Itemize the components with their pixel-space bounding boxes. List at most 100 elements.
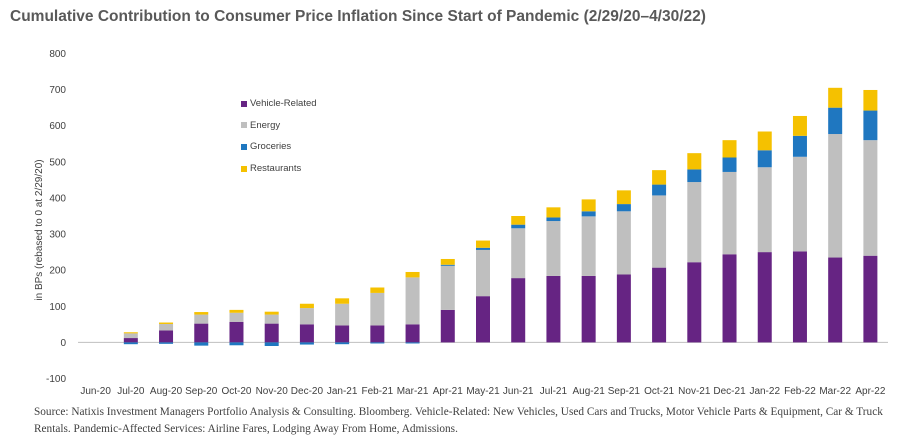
bar-segment-energy bbox=[581, 216, 596, 276]
chart-title: Cumulative Contribution to Consumer Pric… bbox=[10, 8, 706, 25]
bar-segment-groceries bbox=[123, 342, 138, 345]
bar-segment-vehicle-related bbox=[722, 254, 737, 343]
bar-segment-groceries bbox=[264, 342, 279, 346]
y-tick-label: 300 bbox=[49, 230, 66, 241]
bar-segment-vehicle-related bbox=[581, 275, 596, 343]
y-tick-label: -100 bbox=[46, 374, 66, 385]
bar-segment-energy bbox=[546, 221, 561, 276]
x-tick-label: Feb-21 bbox=[362, 386, 394, 397]
bar-segment-groceries bbox=[194, 342, 209, 346]
bar-segment-energy bbox=[476, 249, 490, 297]
bar-segment-energy bbox=[194, 314, 209, 324]
bar-segment-energy bbox=[828, 134, 843, 258]
bar-segment-energy bbox=[722, 171, 737, 255]
bar-segment-restaurants bbox=[264, 311, 279, 315]
legend-swatch bbox=[241, 143, 247, 150]
bar-segment-vehicle-related bbox=[159, 330, 174, 343]
chart-legend: Vehicle-Related Energy Groceries Restaurant… bbox=[241, 93, 317, 179]
legend-swatch bbox=[241, 100, 247, 107]
legend-item: Groceries bbox=[241, 136, 317, 158]
x-tick-label: Dec-20 bbox=[291, 386, 324, 397]
bar-segment-vehicle-related bbox=[828, 257, 843, 343]
bar-segment-restaurants bbox=[476, 240, 490, 248]
bar-segment-energy bbox=[757, 167, 772, 253]
bar-segment-vehicle-related bbox=[757, 252, 772, 343]
bar-segment-energy bbox=[159, 323, 174, 331]
x-tick-label: Sep-21 bbox=[608, 386, 641, 397]
legend-item: Restaurants bbox=[241, 158, 317, 180]
bar-segment-vehicle-related bbox=[194, 323, 209, 343]
y-tick-label: 100 bbox=[49, 302, 66, 313]
legend-item: Vehicle-Related bbox=[241, 93, 317, 115]
y-tick-label: 400 bbox=[49, 193, 66, 204]
bar-segment-restaurants bbox=[159, 322, 174, 324]
bar-segment-groceries bbox=[511, 224, 526, 229]
legend-swatch bbox=[241, 165, 247, 172]
y-tick-label: 200 bbox=[49, 266, 66, 277]
bar-series-group bbox=[78, 87, 888, 346]
bar-segment-restaurants bbox=[687, 153, 702, 170]
bar-segment-energy bbox=[652, 195, 667, 268]
bar-segment-restaurants bbox=[722, 140, 737, 158]
x-tick-label: Aug-20 bbox=[150, 386, 183, 397]
bar-segment-restaurants bbox=[581, 199, 596, 212]
bar-segment-energy bbox=[863, 140, 878, 256]
x-tick-label: May-21 bbox=[466, 386, 500, 397]
x-tick-label: Jan-21 bbox=[327, 386, 358, 397]
bar-segment-vehicle-related bbox=[652, 267, 667, 343]
x-axis: Jun-20 Jul-20 Aug-20 Sep-20 Oct-20 Nov-20 Dec-… bbox=[80, 386, 886, 397]
stacked-bar-chart: -100 0 100 200 300 400 500 600 700 800 Jun-20 Jul-… bbox=[34, 49, 888, 397]
bar-segment-energy bbox=[370, 292, 385, 326]
legend-label: Groceries bbox=[250, 141, 292, 153]
y-axis: -100 0 100 200 300 400 500 600 700 800 bbox=[46, 49, 66, 385]
bar-segment-restaurants bbox=[757, 131, 772, 151]
bar-segment-vehicle-related bbox=[299, 324, 314, 343]
bar-segment-vehicle-related bbox=[792, 251, 807, 343]
x-tick-label: Dec-21 bbox=[713, 386, 746, 397]
bar-segment-vehicle-related bbox=[405, 324, 420, 343]
x-tick-label: Nov-21 bbox=[678, 386, 711, 397]
bar-segment-groceries bbox=[792, 135, 807, 157]
bar-segment-groceries bbox=[581, 211, 596, 217]
bar-segment-groceries bbox=[159, 342, 174, 344]
bar-segment-vehicle-related bbox=[476, 296, 490, 343]
x-tick-label: Jun-20 bbox=[80, 386, 111, 397]
x-tick-label: Jul-21 bbox=[540, 386, 568, 397]
legend-swatch bbox=[241, 122, 247, 129]
x-tick-label: Oct-20 bbox=[221, 386, 251, 397]
legend-label: Energy bbox=[250, 119, 281, 131]
x-tick-label: Apr-21 bbox=[433, 386, 463, 397]
bar-segment-vehicle-related bbox=[123, 338, 138, 343]
bar-segment-groceries bbox=[828, 107, 843, 135]
bar-segment-restaurants bbox=[511, 216, 526, 225]
bar-segment-groceries bbox=[687, 169, 702, 183]
bar-segment-restaurants bbox=[863, 89, 878, 111]
bar-segment-groceries bbox=[546, 217, 561, 222]
bar-segment-restaurants bbox=[616, 190, 631, 205]
x-tick-label: Jun-21 bbox=[503, 386, 534, 397]
bar-segment-groceries bbox=[616, 204, 631, 212]
bar-segment-restaurants bbox=[123, 332, 138, 334]
bar-segment-restaurants bbox=[335, 298, 350, 304]
x-tick-label: Oct-21 bbox=[644, 386, 674, 397]
bar-segment-restaurants bbox=[652, 170, 667, 185]
x-tick-label: Mar-21 bbox=[397, 386, 429, 397]
bar-segment-energy bbox=[440, 265, 455, 310]
bar-segment-restaurants bbox=[828, 87, 843, 108]
y-tick-label: 800 bbox=[49, 49, 66, 60]
bar-segment-restaurants bbox=[299, 303, 314, 309]
bar-segment-restaurants bbox=[229, 309, 244, 313]
bar-segment-energy bbox=[616, 211, 631, 275]
y-tick-label: 0 bbox=[60, 338, 66, 349]
bar-segment-groceries bbox=[863, 110, 878, 141]
bar-segment-energy bbox=[335, 303, 350, 326]
bar-segment-groceries bbox=[299, 342, 314, 345]
bar-segment-vehicle-related bbox=[440, 309, 455, 343]
bar-segment-groceries bbox=[370, 342, 385, 344]
y-tick-label: 700 bbox=[49, 85, 66, 96]
bar-segment-groceries bbox=[229, 342, 244, 346]
bar-segment-restaurants bbox=[405, 271, 420, 278]
x-tick-label: Feb-22 bbox=[784, 386, 816, 397]
bar-segment-groceries bbox=[757, 150, 772, 168]
bar-segment-energy bbox=[792, 156, 807, 252]
